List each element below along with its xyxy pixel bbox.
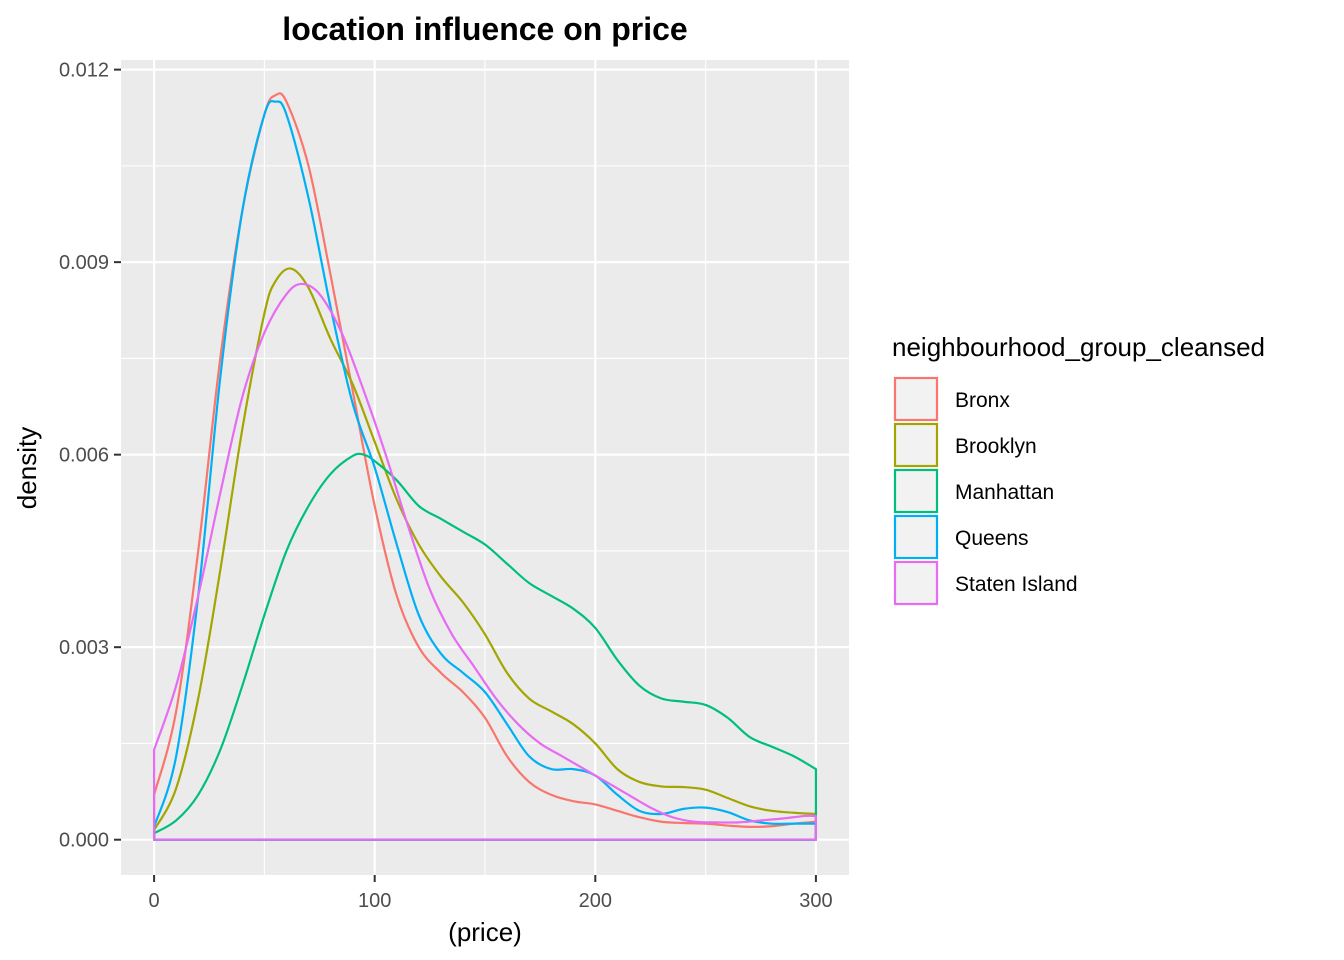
legend-key-brooklyn bbox=[893, 422, 939, 468]
legend-label-queens: Queens bbox=[955, 527, 1029, 550]
legend-key-bronx bbox=[893, 376, 939, 422]
legend-label-brooklyn: Brooklyn bbox=[955, 435, 1037, 458]
x-tick-label: 0 bbox=[149, 890, 160, 912]
x-tick-label: 200 bbox=[579, 890, 612, 912]
legend-key-bg bbox=[894, 561, 938, 605]
density-curve-brooklyn bbox=[152, 267, 818, 841]
chart-title: location influence on price bbox=[282, 11, 687, 47]
x-tick-label: 100 bbox=[358, 890, 391, 912]
legend-key-bg bbox=[894, 515, 938, 559]
legend-key-bg bbox=[894, 423, 938, 467]
legend-item-brooklyn: Brooklyn bbox=[893, 422, 1037, 468]
legend-key-bg bbox=[894, 377, 938, 421]
y-axis-title: density bbox=[12, 427, 42, 509]
legend-key-bg bbox=[894, 469, 938, 513]
density-curve-staten-island bbox=[152, 282, 818, 841]
legend-label-manhattan: Manhattan bbox=[955, 481, 1054, 504]
y-tick-label: 0.000 bbox=[59, 830, 109, 852]
legend-item-manhattan: Manhattan bbox=[893, 468, 1054, 514]
major-gridlines bbox=[121, 60, 849, 875]
legend-key-staten-island bbox=[893, 560, 939, 606]
legend-label-staten-island: Staten Island bbox=[955, 573, 1078, 596]
legend-label-bronx: Bronx bbox=[955, 389, 1010, 412]
y-tick-label: 0.003 bbox=[59, 637, 109, 659]
minor-gridlines bbox=[121, 60, 849, 875]
x-axis-title: (price) bbox=[448, 917, 522, 947]
legend: neighbourhood_group_cleansed Bronx Brookl… bbox=[892, 332, 1265, 606]
density-curve-manhattan bbox=[152, 452, 818, 841]
legend-item-staten-island: Staten Island bbox=[893, 560, 1078, 606]
legend-title: neighbourhood_group_cleansed bbox=[892, 332, 1265, 362]
legend-item-queens: Queens bbox=[893, 514, 1029, 560]
legend-key-manhattan bbox=[893, 468, 939, 514]
y-tick-label: 0.012 bbox=[59, 60, 109, 82]
series-layer bbox=[152, 92, 818, 841]
density-curve-queens bbox=[152, 99, 818, 841]
y-axis: 0.000 0.003 0.006 0.009 0.012 bbox=[59, 60, 121, 852]
x-axis: 0 100 200 300 bbox=[149, 875, 833, 912]
y-tick-label: 0.009 bbox=[59, 252, 109, 274]
legend-items: Bronx Brooklyn Manhattan Queens Staten Islan… bbox=[893, 376, 1078, 606]
legend-key-queens bbox=[893, 514, 939, 560]
legend-item-bronx: Bronx bbox=[893, 376, 1010, 422]
y-tick-label: 0.006 bbox=[59, 445, 109, 467]
x-tick-label: 300 bbox=[799, 890, 832, 912]
